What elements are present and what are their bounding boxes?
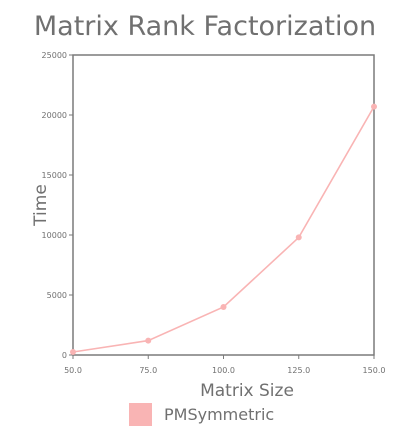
data-point (295, 234, 302, 241)
data-point (70, 349, 76, 355)
y-tick-label: 0 (62, 351, 67, 360)
series-line-pmsymmetric (72, 106, 375, 353)
y-tick-label: 25000 (42, 51, 67, 60)
y-tick-label: 15000 (42, 171, 67, 180)
series-layer (70, 103, 377, 355)
x-tick-label: 150.0 (363, 366, 386, 375)
data-point (145, 337, 152, 344)
legend-label-pmsymmetric: PMSymmetric (164, 405, 274, 424)
y-axis-ticks: 0 5000 10000 15000 20000 25000 (42, 51, 73, 360)
x-axis-ticks: 50.0 75.0 100.0 125.0 150.0 (64, 355, 385, 375)
data-point (220, 304, 227, 310)
chart-title: Matrix Rank Factorization (34, 11, 376, 42)
y-tick-label: 20000 (42, 111, 67, 120)
y-tick-label: 5000 (47, 291, 67, 300)
y-axis-label: Time (31, 184, 51, 227)
x-tick-label: 125.0 (287, 366, 310, 375)
x-tick-label: 50.0 (64, 366, 82, 375)
legend: PMSymmetric (129, 403, 274, 426)
x-axis-label: Matrix Size (200, 381, 294, 401)
x-tick-label: 100.0 (212, 366, 235, 375)
x-tick-label: 75.0 (139, 366, 157, 375)
legend-swatch-pmsymmetric (129, 403, 152, 426)
y-tick-label: 10000 (42, 231, 67, 240)
data-point (371, 103, 377, 110)
